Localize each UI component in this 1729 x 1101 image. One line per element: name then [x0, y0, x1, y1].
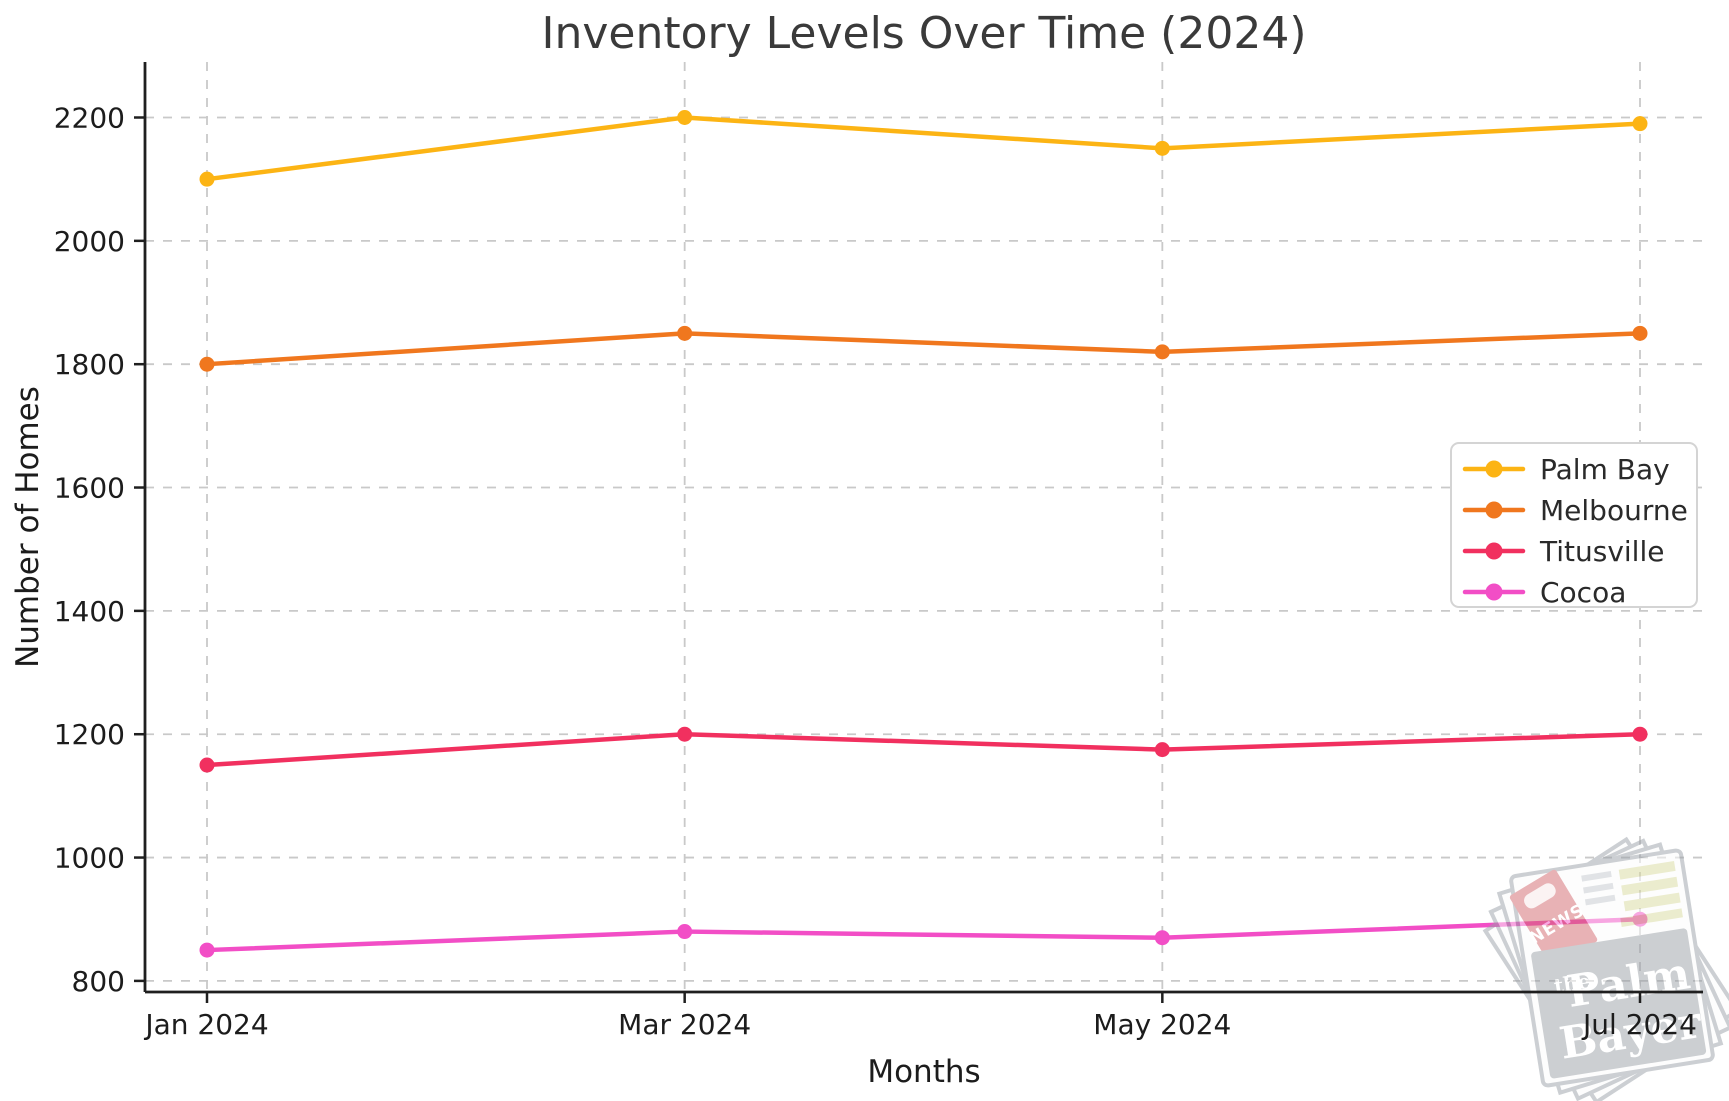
series-marker-melbourne-mar-2024	[677, 325, 693, 341]
y-tick-label-800: 800	[72, 965, 125, 998]
legend-item-titusville: Titusville	[1462, 535, 1664, 568]
series-marker-melbourne-jul-2024	[1632, 325, 1648, 341]
series-line-melbourne	[204, 331, 1643, 367]
watermark-masthead-panel	[1531, 928, 1707, 1079]
series-marker-titusville-jan-2024	[199, 757, 215, 773]
series-line-titusville	[204, 731, 1643, 768]
series-marker-cocoa-may-2024	[1154, 930, 1170, 946]
legend: Palm Bay Melbourne Titusville Cocoa	[1450, 442, 1698, 609]
legend-marker-melbourne	[1485, 501, 1503, 519]
legend-item-palm-bay: Palm Bay	[1462, 453, 1670, 486]
y-tick-label-2200: 2200	[54, 102, 125, 135]
y-tick-label-1400: 1400	[54, 595, 125, 628]
y-tick-label-1600: 1600	[54, 472, 125, 505]
legend-label-palm-bay: Palm Bay	[1540, 453, 1670, 486]
x-tick-label-jul-2024: Jul 2024	[1581, 1008, 1697, 1041]
watermark-khaki-bar	[1621, 876, 1679, 896]
series-lines	[199, 110, 1648, 958]
legend-item-melbourne: Melbourne	[1462, 494, 1688, 527]
series-marker-palm-bay-may-2024	[1154, 140, 1170, 156]
series-marker-palm-bay-jan-2024	[199, 171, 215, 187]
x-tick-label-mar-2024: Mar 2024	[618, 1008, 751, 1041]
series-marker-cocoa-mar-2024	[677, 924, 693, 940]
news-tag-slot	[1524, 883, 1556, 909]
watermark-khaki-bar	[1618, 860, 1676, 880]
watermark-textline	[1581, 870, 1612, 882]
news-tag-body	[1509, 869, 1598, 968]
legend-marker-titusville	[1485, 542, 1503, 560]
watermark-textline	[1583, 882, 1614, 894]
legend-marker-palm-bay	[1485, 460, 1503, 478]
watermark-news-tag: NEWS	[1509, 869, 1598, 968]
legend-label-melbourne: Melbourne	[1540, 494, 1688, 527]
y-tick-label-1800: 1800	[54, 348, 125, 381]
newspaper-watermark: NEWS the Palm Bayer	[1482, 836, 1729, 1101]
legend-item-cocoa: Cocoa	[1462, 576, 1626, 609]
series-marker-melbourne-jan-2024	[199, 356, 215, 372]
series-marker-cocoa-jan-2024	[199, 942, 215, 958]
x-tick-label-may-2024: May 2024	[1093, 1008, 1231, 1041]
legend-marker-cocoa	[1485, 583, 1503, 601]
axes-spines	[134, 62, 1703, 1003]
watermark-main-page: NEWS the Palm Bayer	[1509, 848, 1715, 1088]
legend-box	[1450, 442, 1698, 608]
x-axis-label: Months	[867, 1054, 980, 1090]
series-marker-melbourne-may-2024	[1154, 344, 1170, 360]
watermark-khaki-bar	[1620, 908, 1683, 927]
chart-title: Inventory Levels Over Time (2024)	[542, 8, 1307, 59]
x-tick-label-jan-2024: Jan 2024	[143, 1008, 268, 1041]
series-marker-titusville-may-2024	[1154, 742, 1170, 758]
series-marker-palm-bay-mar-2024	[677, 110, 693, 126]
gridlines	[145, 62, 1703, 992]
legend-label-cocoa: Cocoa	[1540, 576, 1626, 609]
y-tick-label-1000: 1000	[54, 842, 125, 875]
legend-label-titusville: Titusville	[1539, 535, 1664, 568]
watermark-textline	[1584, 894, 1616, 906]
series-line-palm-bay	[204, 115, 1643, 182]
y-tick-label-1200: 1200	[54, 718, 125, 751]
y-axis-label: Number of Homes	[10, 386, 46, 668]
y-tick-label-2000: 2000	[54, 225, 125, 258]
series-marker-palm-bay-jul-2024	[1632, 116, 1648, 132]
watermark-khaki-bar	[1623, 892, 1681, 912]
series-marker-titusville-jul-2024	[1632, 726, 1648, 742]
axis-text: Inventory Levels Over Time (2024) Months…	[10, 8, 1697, 1090]
series-marker-titusville-mar-2024	[677, 726, 693, 742]
series-line-cocoa	[204, 916, 1643, 953]
